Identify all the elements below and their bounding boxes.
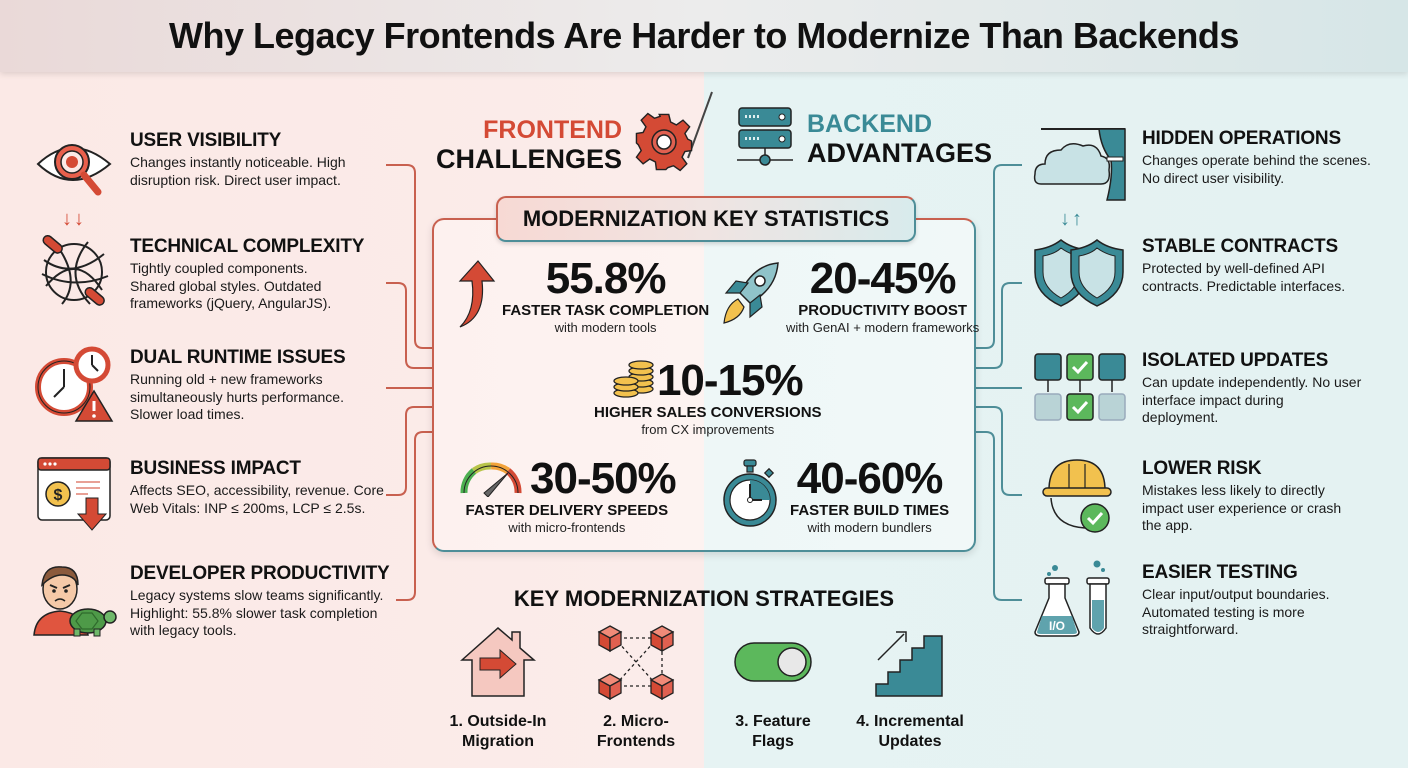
backend-item-lower-risk: LOWER RISK Mistakes less likely to direc… xyxy=(1028,458,1362,535)
stat-sub: with modern tools xyxy=(554,320,657,335)
down-arrows-icon: ↓↓ xyxy=(62,208,86,230)
stat-label: HIGHER SALES CONVERSIONS xyxy=(594,404,822,421)
item-desc: Protected by well-defined API contracts.… xyxy=(1142,260,1346,294)
strategy-label: 4. Incremental Updates xyxy=(856,713,964,750)
item-title: HIDDEN OPERATIONS xyxy=(1142,128,1341,149)
stat-sales-conversions: 10-15% HIGHER SALES CONVERSIONS from CX … xyxy=(594,358,822,438)
cubes-network-icon xyxy=(581,622,691,702)
stairs-icon xyxy=(855,622,965,702)
strategies-title: KEY MODERNIZATION STRATEGIES xyxy=(513,586,895,611)
lab-flask-io-icon: I/O xyxy=(1028,560,1130,637)
strategy-outside-in: 1. Outside-In Migration xyxy=(443,622,553,752)
item-desc: Legacy systems slow teams significantly.… xyxy=(130,587,384,638)
stat-value: 55.8% xyxy=(545,254,667,303)
backend-heading: BACKEND ADVANTAGES xyxy=(735,104,992,173)
frontend-heading-line2: CHALLENGES xyxy=(436,143,623,174)
stats-panel xyxy=(432,218,976,552)
speedometer-icon xyxy=(458,457,524,502)
item-title: EASIER TESTING xyxy=(1142,562,1298,583)
item-title: USER VISIBILITY xyxy=(130,130,282,151)
stat-value: 20-45% xyxy=(809,254,957,303)
item-desc: Clear input/output boundaries. Automated… xyxy=(1142,586,1330,637)
isolated-blocks-icon xyxy=(1028,350,1130,422)
stat-label: FASTER TASK COMPLETION xyxy=(502,302,710,319)
svg-text:$: $ xyxy=(54,487,63,504)
backend-item-stable-contracts: STABLE CONTRACTS Protected by well-defin… xyxy=(1028,236,1352,308)
strategy-feature-flags: 3. Feature Flags xyxy=(718,622,828,752)
backend-heading-line1: BACKEND xyxy=(807,109,932,138)
gear-icon xyxy=(632,110,696,179)
eye-magnifier-icon xyxy=(30,130,118,202)
stopwatch-icon xyxy=(720,458,780,535)
stat-sub: with micro-frontends xyxy=(508,520,626,535)
item-title: ISOLATED UPDATES xyxy=(1142,350,1329,371)
frontend-item-developer-productivity: DEVELOPER PRODUCTIVITY Legacy systems sl… xyxy=(30,563,390,640)
stat-sub: with GenAI + modern frameworks xyxy=(786,320,980,335)
frontend-item-technical-complexity: TECHNICAL COMPLEXITY Tightly coupled com… xyxy=(30,234,365,313)
stat-sub: from CX improvements xyxy=(641,422,775,437)
frontend-item-dual-runtime: DUAL RUNTIME ISSUES Running old + new fr… xyxy=(30,346,370,424)
stats-title-text: MODERNIZATION KEY STATISTICS xyxy=(522,206,890,231)
strategy-micro-frontends: 2. Micro-Frontends xyxy=(581,622,691,752)
item-desc: Changes operate behind the scenes. No di… xyxy=(1142,152,1371,186)
frontend-item-business-impact: $ BUSINESS IMPACT Affects SEO, accessibi… xyxy=(30,457,400,531)
toggle-switch-icon xyxy=(718,622,828,702)
frontend-item-user-visibility: USER VISIBILITY Changes instantly notice… xyxy=(30,130,370,202)
strategy-label: 2. Micro-Frontends xyxy=(596,713,676,750)
page-title: Why Legacy Frontends Are Harder to Moder… xyxy=(169,15,1239,56)
server-icon xyxy=(735,104,795,173)
double-shield-icon xyxy=(1028,236,1130,308)
item-desc: Mistakes less likely to directly impact … xyxy=(1142,482,1342,533)
stat-build-times: 40-60% FASTER BUILD TIMES with modern bu… xyxy=(720,456,949,536)
item-desc: Affects SEO, accessibility, revenue. Cor… xyxy=(130,482,384,516)
stat-value: 40-60% xyxy=(796,454,944,503)
stat-delivery-speeds: 30-50% FASTER DELIVERY SPEEDS with micro… xyxy=(458,454,677,536)
backend-item-easier-testing: I/O EASIER TESTING Clear input/output bo… xyxy=(1028,560,1362,639)
stat-label: FASTER DELIVERY SPEEDS xyxy=(465,502,669,519)
tangled-links-icon xyxy=(30,234,118,308)
svg-text:I/O: I/O xyxy=(1049,619,1065,633)
rocket-icon xyxy=(718,259,782,334)
stat-label: PRODUCTIVITY BOOST xyxy=(798,302,968,319)
stat-value: 30-50% xyxy=(530,454,677,503)
item-desc: Changes instantly noticeable. High disru… xyxy=(130,154,346,188)
item-title: LOWER RISK xyxy=(1142,458,1262,479)
strategy-incremental-updates: 4. Incremental Updates xyxy=(855,622,965,752)
stats-title: MODERNIZATION KEY STATISTICS xyxy=(496,196,916,242)
item-title: BUSINESS IMPACT xyxy=(130,458,301,479)
item-title: DUAL RUNTIME ISSUES xyxy=(130,347,346,368)
strategy-label: 1. Outside-In Migration xyxy=(449,713,547,750)
title-bar: Why Legacy Frontends Are Harder to Moder… xyxy=(0,0,1408,72)
stat-productivity-boost: 20-45% PRODUCTIVITY BOOST with GenAI + m… xyxy=(718,256,979,336)
frontend-heading-line1: FRONTEND xyxy=(483,115,623,144)
backend-item-isolated-updates: ISOLATED UPDATES Can update independentl… xyxy=(1028,350,1362,427)
item-desc: Running old + new frameworks simultaneou… xyxy=(130,371,344,422)
hardhat-check-icon xyxy=(1028,458,1130,533)
revenue-drop-icon: $ xyxy=(30,457,118,531)
backend-item-hidden-operations: HIDDEN OPERATIONS Changes operate behind… xyxy=(1028,128,1372,201)
down-up-arrows-icon: ↓↑ xyxy=(1060,208,1084,230)
stat-value: 10-15% xyxy=(656,356,804,405)
item-desc: Tightly coupled components. Shared globa… xyxy=(130,260,332,311)
frontend-heading: FRONTEND CHALLENGES xyxy=(436,110,696,179)
item-title: STABLE CONTRACTS xyxy=(1142,236,1338,257)
backend-heading-line2: ADVANTAGES xyxy=(807,137,993,168)
strategy-label: 3. Feature Flags xyxy=(735,713,811,750)
frustrated-developer-turtle-icon xyxy=(30,563,118,637)
item-title: DEVELOPER PRODUCTIVITY xyxy=(130,563,390,584)
item-title: TECHNICAL COMPLEXITY xyxy=(130,236,365,257)
item-desc: Can update independently. No user interf… xyxy=(1142,374,1362,425)
stat-sub: with modern bundlers xyxy=(807,520,932,535)
coins-icon xyxy=(613,359,655,404)
stat-label: FASTER BUILD TIMES xyxy=(790,502,950,519)
clocks-warning-icon xyxy=(30,346,118,422)
house-arrow-icon xyxy=(443,622,553,702)
up-arrow-icon xyxy=(456,259,500,334)
stat-task-completion: 55.8% FASTER TASK COMPLETION with modern… xyxy=(456,256,709,336)
cloud-curtain-icon xyxy=(1028,128,1130,201)
